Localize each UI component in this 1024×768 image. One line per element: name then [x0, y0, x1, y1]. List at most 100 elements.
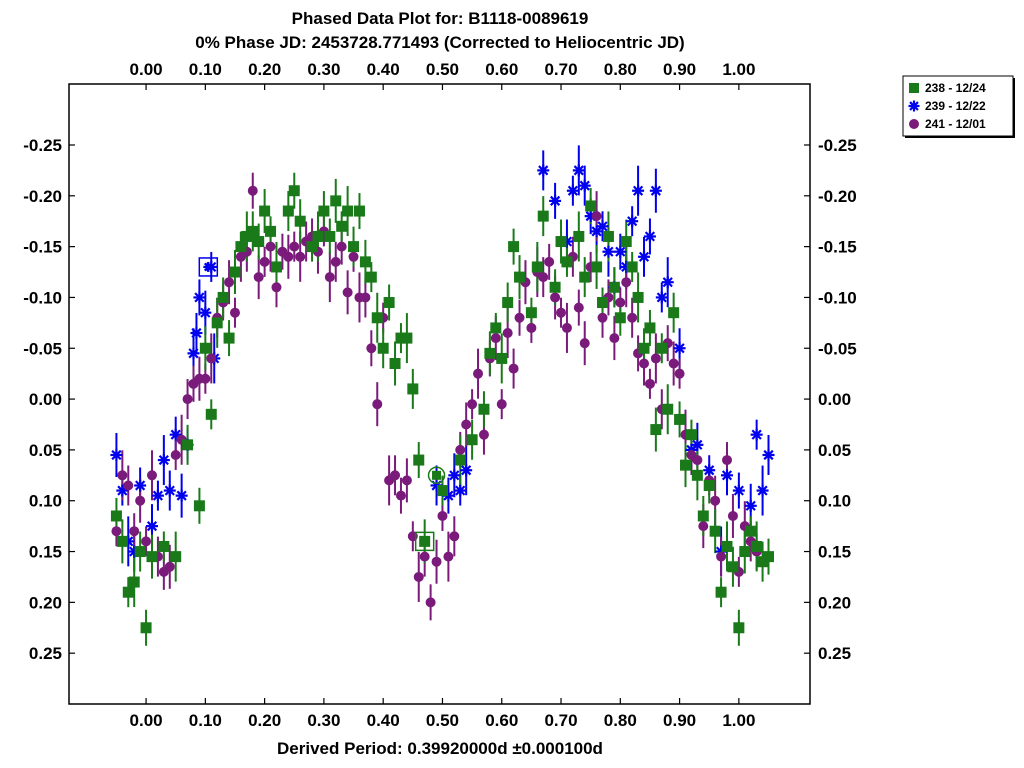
data-point-asterisk — [193, 291, 206, 304]
asterisk-stroke — [644, 231, 656, 242]
x-tick-label-top: 0.40 — [367, 60, 400, 79]
data-point-square — [579, 271, 591, 283]
data-point-circle — [206, 353, 217, 364]
data-point-circle — [455, 444, 466, 455]
asterisk-stroke — [152, 490, 164, 501]
data-point-asterisk — [614, 245, 627, 258]
data-point-circle — [170, 449, 181, 460]
data-point-square — [614, 312, 626, 324]
y-tick-label-right: 0.20 — [818, 593, 851, 612]
x-tick-label-bottom: 0.70 — [544, 711, 577, 730]
data-point-circle — [117, 470, 128, 481]
data-point-square — [146, 551, 158, 563]
data-point-circle — [561, 322, 572, 333]
y-tick-label-left: -0.05 — [23, 339, 62, 358]
x-tick-label-top: 0.00 — [130, 60, 163, 79]
asterisk-stroke — [751, 429, 762, 440]
x-tick-label-top: 0.20 — [248, 60, 281, 79]
data-point-square — [217, 291, 229, 303]
data-point-asterisk — [673, 342, 686, 355]
data-point-circle — [461, 419, 472, 430]
data-point-square — [478, 403, 490, 415]
data-point-square — [383, 297, 395, 309]
data-point-square — [733, 622, 745, 634]
data-point-circle — [336, 241, 347, 252]
data-point-square — [496, 352, 508, 364]
asterisk-stroke — [176, 490, 187, 501]
data-point-circle — [478, 429, 489, 440]
data-point-square — [561, 256, 573, 268]
y-tick-label-right: 0.25 — [818, 644, 851, 663]
asterisk-stroke — [200, 307, 211, 318]
data-point-circle — [419, 551, 430, 562]
asterisk-stroke — [603, 246, 614, 257]
data-point-square — [715, 586, 727, 598]
data-point-circle — [538, 272, 549, 283]
data-point-square — [721, 540, 733, 552]
asterisk-stroke — [449, 470, 460, 481]
data-point-asterisk — [744, 499, 757, 512]
large-markers — [198, 257, 446, 552]
data-point-circle — [259, 256, 270, 267]
x-tick-label-bottom: 1.00 — [722, 711, 755, 730]
asterisk-stroke — [170, 429, 181, 440]
data-point-asterisk — [454, 484, 467, 497]
data-point-circle — [490, 333, 501, 344]
data-point-square — [525, 307, 537, 319]
data-point-square — [389, 358, 401, 370]
x-tick-label-bottom: 0.60 — [485, 711, 518, 730]
data-point-circle — [502, 328, 513, 339]
data-point-square — [436, 485, 448, 497]
data-point-circle — [390, 470, 401, 481]
data-point-asterisk — [578, 179, 591, 192]
x-tick-label-top: 0.70 — [544, 60, 577, 79]
legend: 238 - 12/24 239 - 12/22 241 - 12/01 — [902, 75, 1015, 138]
large-marker-square — [414, 531, 435, 552]
data-point-square — [514, 271, 526, 283]
data-point-square — [211, 317, 223, 329]
data-point-square — [555, 236, 567, 248]
asterisk-stroke — [597, 221, 608, 232]
data-point-asterisk — [655, 291, 668, 304]
data-point-square — [620, 236, 632, 248]
data-point-circle — [437, 510, 448, 521]
y-tick-label-right: 0.00 — [818, 390, 851, 409]
y-tick-label-right: 0.05 — [818, 441, 851, 460]
data-point-asterisk — [448, 469, 461, 482]
legend-marker-asterisk — [908, 100, 920, 112]
data-point-square — [739, 546, 751, 558]
asterisk-stroke — [443, 490, 454, 501]
data-point-square — [259, 205, 271, 217]
data-point-circle — [722, 455, 733, 466]
data-point-circle — [366, 343, 377, 354]
data-point-asterisk — [732, 484, 745, 497]
data-point-square — [306, 241, 318, 253]
data-point-square — [270, 261, 282, 273]
y-tick-label-left: 0.10 — [29, 492, 62, 511]
data-point-circle — [182, 394, 193, 405]
data-point-square — [685, 429, 697, 441]
asterisk-stroke — [692, 439, 703, 450]
asterisk-stroke — [549, 195, 561, 206]
asterisk-stroke — [573, 165, 584, 176]
y-tick-label-right: -0.15 — [818, 238, 857, 257]
data-point-asterisk — [572, 164, 585, 177]
chart-title: Phased Data Plot for: B1118-0089619 — [292, 9, 589, 28]
data-point-square — [632, 291, 644, 303]
data-point-circle — [674, 368, 685, 379]
legend-label: 241 - 12/01 — [925, 117, 986, 131]
data-point-square — [348, 241, 360, 253]
data-point-circle — [692, 455, 703, 466]
x-tick-label-top: 1.00 — [722, 60, 755, 79]
data-point-square — [229, 266, 241, 278]
data-point-square — [674, 413, 686, 425]
data-point-square — [608, 281, 620, 293]
x-tick-label-top: 0.90 — [663, 60, 696, 79]
data-point-square — [265, 225, 277, 237]
data-point-circle — [123, 480, 134, 491]
data-point-asterisk — [721, 469, 734, 482]
large-marker-center — [432, 470, 442, 480]
y-tick-label-left: -0.25 — [23, 136, 62, 155]
data-point-asterisk — [537, 164, 550, 177]
